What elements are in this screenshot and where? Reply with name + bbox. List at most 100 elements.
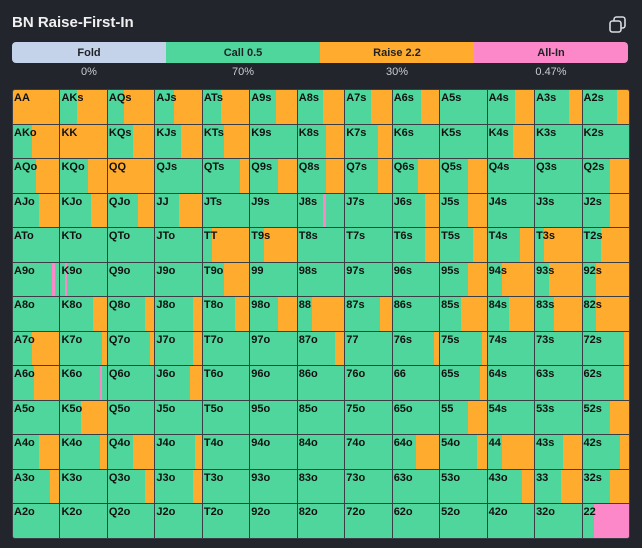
copy-icon[interactable] [607,14,629,36]
hand-cell-QTs[interactable]: QTs [202,159,250,193]
hand-cell-86s[interactable]: 86s [392,297,440,331]
hand-cell-JTo[interactable]: JTo [155,228,202,262]
hand-cell-33[interactable]: 33 [535,469,582,504]
hand-cell-Q7o[interactable]: Q7o [107,331,155,366]
hand-cell-Q2o[interactable]: Q2o [107,504,155,538]
hand-cell-KQo[interactable]: KQo [60,159,107,193]
hand-cell-K2s[interactable]: K2s [582,124,629,159]
hand-cell-A2s[interactable]: A2s [582,90,629,124]
hand-cell-ATs[interactable]: ATs [202,90,250,124]
hand-cell-K7o[interactable]: K7o [60,331,107,366]
hand-cell-22[interactable]: 22 [582,504,629,538]
hand-cell-Q3o[interactable]: Q3o [107,469,155,504]
hand-cell-75o[interactable]: 75o [345,400,392,435]
hand-cell-54s[interactable]: 54s [487,400,535,435]
hand-cell-K5s[interactable]: K5s [440,124,487,159]
hand-cell-K8o[interactable]: K8o [60,297,107,331]
hand-cell-53s[interactable]: 53s [535,400,582,435]
hand-cell-84o[interactable]: 84o [297,435,345,469]
hand-cell-54o[interactable]: 54o [440,435,487,469]
hand-cell-76o[interactable]: 76o [345,366,392,400]
hand-cell-QJs[interactable]: QJs [155,159,202,193]
hand-cell-63s[interactable]: 63s [535,366,582,400]
hand-cell-J9s[interactable]: J9s [250,193,297,228]
hand-cell-87s[interactable]: 87s [345,297,392,331]
hand-cell-QQ[interactable]: QQ [107,159,155,193]
hand-cell-A9s[interactable]: A9s [250,90,297,124]
hand-cell-92o[interactable]: 92o [250,504,297,538]
hand-cell-87o[interactable]: 87o [297,331,345,366]
hand-cell-75s[interactable]: 75s [440,331,487,366]
hand-cell-T9s[interactable]: T9s [250,228,297,262]
hand-cell-KQs[interactable]: KQs [107,124,155,159]
hand-cell-74s[interactable]: 74s [487,331,535,366]
hand-cell-76s[interactable]: 76s [392,331,440,366]
hand-cell-J6s[interactable]: J6s [392,193,440,228]
hand-cell-T8o[interactable]: T8o [202,297,250,331]
hand-cell-J2s[interactable]: J2s [582,193,629,228]
hand-cell-T9o[interactable]: T9o [202,262,250,297]
hand-cell-96o[interactable]: 96o [250,366,297,400]
hand-cell-T7s[interactable]: T7s [345,228,392,262]
hand-cell-Q3s[interactable]: Q3s [535,159,582,193]
hand-cell-TT[interactable]: TT [202,228,250,262]
hand-cell-A3o[interactable]: A3o [13,469,60,504]
hand-cell-JTs[interactable]: JTs [202,193,250,228]
legend-raise[interactable]: Raise 2.2 [320,42,474,63]
hand-cell-Q4s[interactable]: Q4s [487,159,535,193]
hand-cell-63o[interactable]: 63o [392,469,440,504]
hand-cell-A6o[interactable]: A6o [13,366,60,400]
hand-cell-T3o[interactable]: T3o [202,469,250,504]
hand-cell-J6o[interactable]: J6o [155,366,202,400]
hand-cell-Q7s[interactable]: Q7s [345,159,392,193]
hand-cell-K9s[interactable]: K9s [250,124,297,159]
hand-cell-Q9s[interactable]: Q9s [250,159,297,193]
hand-cell-Q6s[interactable]: Q6s [392,159,440,193]
hand-cell-Q4o[interactable]: Q4o [107,435,155,469]
hand-cell-Q8o[interactable]: Q8o [107,297,155,331]
hand-cell-T6o[interactable]: T6o [202,366,250,400]
hand-cell-K4o[interactable]: K4o [60,435,107,469]
hand-cell-JJ[interactable]: JJ [155,193,202,228]
hand-cell-Q9o[interactable]: Q9o [107,262,155,297]
hand-cell-A5s[interactable]: A5s [440,90,487,124]
legend-fold[interactable]: Fold [12,42,166,63]
hand-cell-KTo[interactable]: KTo [60,228,107,262]
hand-cell-A8o[interactable]: A8o [13,297,60,331]
hand-cell-94o[interactable]: 94o [250,435,297,469]
hand-cell-A4s[interactable]: A4s [487,90,535,124]
hand-cell-95o[interactable]: 95o [250,400,297,435]
hand-cell-32o[interactable]: 32o [535,504,582,538]
hand-cell-J3s[interactable]: J3s [535,193,582,228]
hand-cell-93o[interactable]: 93o [250,469,297,504]
hand-cell-82s[interactable]: 82s [582,297,629,331]
hand-cell-J4s[interactable]: J4s [487,193,535,228]
hand-cell-72s[interactable]: 72s [582,331,629,366]
hand-cell-83s[interactable]: 83s [535,297,582,331]
hand-cell-A5o[interactable]: A5o [13,400,60,435]
hand-cell-K3o[interactable]: K3o [60,469,107,504]
hand-cell-J8s[interactable]: J8s [297,193,345,228]
hand-cell-KJs[interactable]: KJs [155,124,202,159]
hand-cell-T5o[interactable]: T5o [202,400,250,435]
hand-cell-52s[interactable]: 52s [582,400,629,435]
hand-cell-Q5o[interactable]: Q5o [107,400,155,435]
hand-cell-KK[interactable]: KK [60,124,107,159]
hand-cell-AKo[interactable]: AKo [13,124,60,159]
hand-cell-97o[interactable]: 97o [250,331,297,366]
hand-cell-A3s[interactable]: A3s [535,90,582,124]
hand-cell-KJo[interactable]: KJo [60,193,107,228]
hand-cell-KTs[interactable]: KTs [202,124,250,159]
hand-cell-T6s[interactable]: T6s [392,228,440,262]
hand-cell-72o[interactable]: 72o [345,504,392,538]
hand-cell-Q5s[interactable]: Q5s [440,159,487,193]
hand-cell-K5o[interactable]: K5o [60,400,107,435]
hand-cell-94s[interactable]: 94s [487,262,535,297]
hand-cell-99[interactable]: 99 [250,262,297,297]
hand-cell-83o[interactable]: 83o [297,469,345,504]
hand-cell-T8s[interactable]: T8s [297,228,345,262]
hand-cell-AKs[interactable]: AKs [60,90,107,124]
hand-cell-J3o[interactable]: J3o [155,469,202,504]
hand-cell-95s[interactable]: 95s [440,262,487,297]
hand-cell-T4s[interactable]: T4s [487,228,535,262]
